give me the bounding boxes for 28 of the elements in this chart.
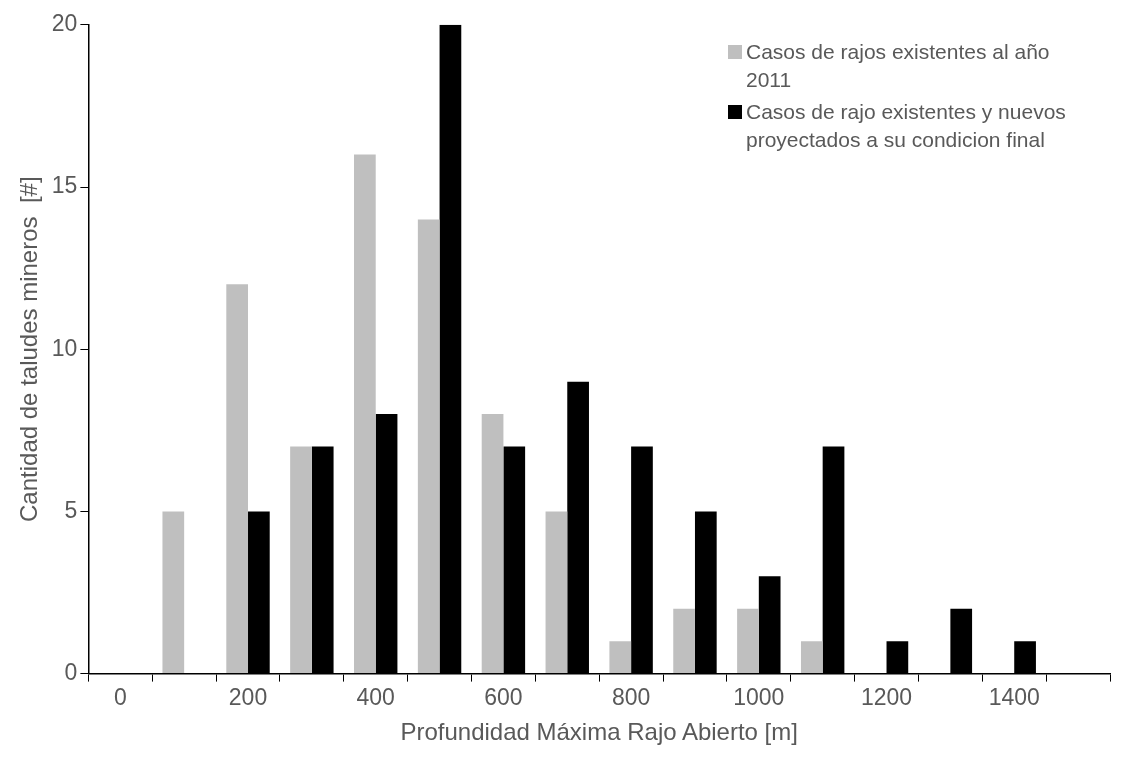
x-tick-label: 1000 xyxy=(733,683,785,710)
bar xyxy=(609,641,632,674)
x-tick-label: 1400 xyxy=(988,683,1040,710)
x-tick-label: 600 xyxy=(484,683,523,710)
x-tick-label: 800 xyxy=(611,683,651,710)
x-axis-title: Profundidad Máxima Rajo Abierto [m] xyxy=(400,718,798,746)
y-tick-label: 10 xyxy=(51,334,78,361)
bar xyxy=(737,608,759,674)
x-tick-label: 400 xyxy=(356,683,395,710)
y-tick-label: 5 xyxy=(64,496,78,523)
y-tick-label: 0 xyxy=(64,658,78,685)
x-tick-label: 1200 xyxy=(860,683,913,710)
y-tick-label: 15 xyxy=(51,172,78,199)
bar xyxy=(290,446,312,674)
legend-label: Casos de rajo existentes y nuevos proyectados a su condicion final xyxy=(746,99,1067,153)
y-axis-title: Cantidad de taludes mineros [#] xyxy=(15,176,43,522)
bar xyxy=(800,641,823,674)
x-tick-label: 0 xyxy=(113,683,127,710)
legend-label: Casos de rajos existentes al año 2011 xyxy=(746,39,1051,93)
bar xyxy=(673,608,695,674)
bar xyxy=(354,154,376,674)
bar xyxy=(226,284,249,674)
x-tick-label: 200 xyxy=(228,683,268,710)
bar xyxy=(162,511,185,674)
bar xyxy=(545,511,568,674)
bar xyxy=(481,414,504,674)
y-tick-label: 20 xyxy=(51,10,78,37)
bar xyxy=(417,219,440,674)
